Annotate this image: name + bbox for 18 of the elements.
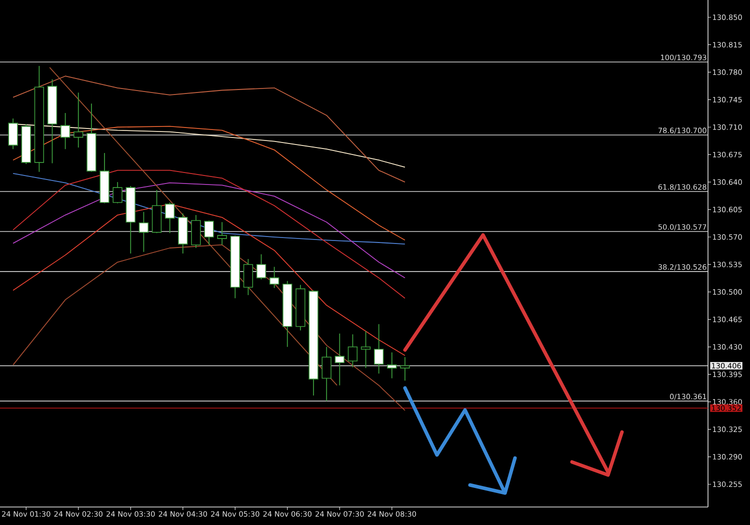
candlestick <box>74 92 84 148</box>
candlestick <box>374 324 384 374</box>
candlestick <box>348 334 358 368</box>
candlestick <box>322 346 332 402</box>
candlestick <box>138 211 149 252</box>
candlestick <box>360 330 371 369</box>
candlestick <box>269 266 280 288</box>
candlestick <box>400 356 410 382</box>
candlestick <box>256 254 266 280</box>
candlestick <box>204 220 214 246</box>
candlestick <box>217 222 227 246</box>
candlestick <box>112 182 122 204</box>
candlestick <box>334 333 344 386</box>
candlestick <box>387 352 397 379</box>
candlestick <box>164 202 175 234</box>
candlestick <box>8 118 18 150</box>
candlestick <box>243 258 254 296</box>
candlestick <box>60 112 70 150</box>
